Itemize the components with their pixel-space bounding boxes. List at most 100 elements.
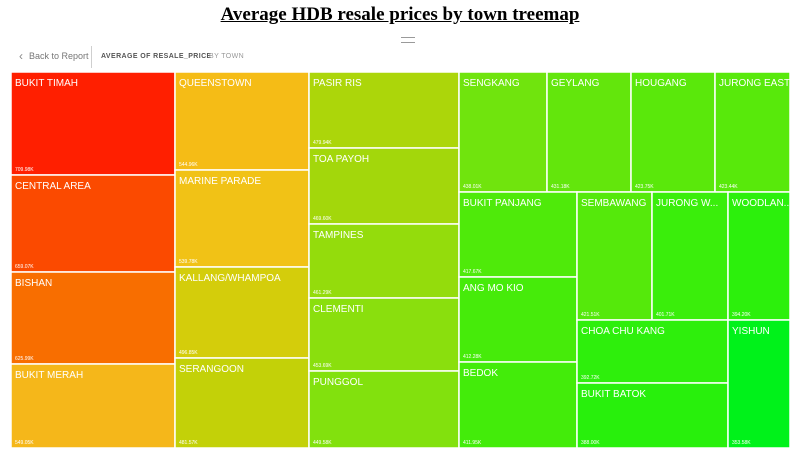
tile-label: HOUGANG bbox=[635, 78, 687, 89]
tile-punggol[interactable]: PUNGGOL 449.58K bbox=[308, 370, 460, 449]
tile-label: SENGKANG bbox=[463, 78, 520, 89]
tile-label: ANG MO KIO bbox=[463, 283, 524, 294]
tile-sengkang[interactable]: SENGKANG 438.01K bbox=[458, 71, 548, 193]
tile-rect[interactable] bbox=[308, 147, 460, 225]
tile-ang-mo-kio[interactable]: ANG MO KIO 412.28K bbox=[458, 276, 578, 363]
tile-value: 421.51K bbox=[581, 312, 600, 318]
back-to-report-button[interactable]: ‹ Back to Report bbox=[19, 48, 89, 63]
tile-jurong-west[interactable]: JURONG W... 401.71K bbox=[651, 191, 729, 321]
tile-rect[interactable] bbox=[10, 363, 176, 449]
tile-rect[interactable] bbox=[546, 71, 632, 193]
tile-kallang-whampoa[interactable]: KALLANG/WHAMPOA 496.85K bbox=[174, 266, 310, 359]
tile-value: 481.57K bbox=[179, 440, 198, 446]
tile-value: 549.05K bbox=[15, 440, 34, 446]
tile-value: 388.00K bbox=[581, 440, 600, 446]
tile-value: 496.85K bbox=[179, 350, 198, 356]
tile-value: 401.71K bbox=[656, 312, 675, 318]
tile-rect[interactable] bbox=[308, 297, 460, 372]
tile-pasir-ris[interactable]: PASIR RIS 479.94K bbox=[308, 71, 460, 149]
tile-label: JURONG W... bbox=[656, 198, 718, 209]
tile-rect[interactable] bbox=[651, 191, 729, 321]
tile-label: PASIR RIS bbox=[313, 78, 362, 89]
tile-rect[interactable] bbox=[308, 370, 460, 449]
tile-label: YISHUN bbox=[732, 326, 770, 337]
tile-choa-chu-kang[interactable]: CHOA CHU KANG 392.72K bbox=[576, 319, 729, 384]
tile-toa-payoh[interactable]: TOA PAYOH 469.60K bbox=[308, 147, 460, 225]
tile-label: JURONG EAST bbox=[719, 78, 790, 89]
tile-serangoon[interactable]: SERANGOON 481.57K bbox=[174, 357, 310, 449]
tile-rect[interactable] bbox=[727, 319, 791, 449]
tile-rect[interactable] bbox=[458, 361, 578, 449]
tile-label: BUKIT TIMAH bbox=[15, 78, 78, 89]
back-to-report-label: Back to Report bbox=[29, 51, 89, 61]
tile-jurong-east[interactable]: JURONG EAST 423.44K bbox=[714, 71, 791, 193]
tile-label: BEDOK bbox=[463, 368, 498, 379]
tile-woodlands[interactable]: WOODLAN... 394.20K bbox=[727, 191, 792, 321]
drag-handle-icon[interactable] bbox=[401, 37, 415, 43]
tile-value: 353.58K bbox=[732, 440, 751, 446]
chevron-left-icon: ‹ bbox=[19, 48, 23, 63]
tile-value: 438.01K bbox=[463, 184, 482, 190]
tile-sembawang[interactable]: SEMBAWANG 421.51K bbox=[576, 191, 653, 321]
tile-queenstown[interactable]: QUEENSTOWN 544.96K bbox=[174, 71, 310, 171]
tile-rect[interactable] bbox=[576, 191, 653, 321]
tile-rect[interactable] bbox=[576, 319, 729, 384]
tile-value: 659.07K bbox=[15, 264, 34, 270]
tile-value: 412.28K bbox=[463, 354, 482, 360]
tile-value: 453.69K bbox=[313, 363, 332, 369]
tile-hougang[interactable]: HOUGANG 423.75K bbox=[630, 71, 716, 193]
tile-rect[interactable] bbox=[174, 169, 310, 268]
tile-rect[interactable] bbox=[10, 71, 176, 176]
tile-value: 394.20K bbox=[732, 312, 751, 318]
tile-rect[interactable] bbox=[10, 174, 176, 273]
tile-label: TOA PAYOH bbox=[313, 154, 369, 165]
tile-geylang[interactable]: GEYLANG 431.18K bbox=[546, 71, 632, 193]
tile-value: 449.58K bbox=[313, 440, 332, 446]
tile-label: CLEMENTI bbox=[313, 304, 364, 315]
tile-tampines[interactable]: TAMPINES 461.29K bbox=[308, 223, 460, 299]
tile-value: 544.96K bbox=[179, 162, 198, 168]
tile-bukit-panjang[interactable]: BUKIT PANJANG 417.67K bbox=[458, 191, 578, 278]
visual-toolbar: ‹ Back to Report AVERAGE OF RESALE_PRICE… bbox=[9, 44, 792, 72]
tile-bukit-batok[interactable]: BUKIT BATOK 388.00K bbox=[576, 382, 729, 449]
tile-rect[interactable] bbox=[174, 71, 310, 171]
tile-yishun[interactable]: YISHUN 353.58K bbox=[727, 319, 791, 449]
tile-rect[interactable] bbox=[10, 271, 176, 365]
tile-marine-parade[interactable]: MARINE PARADE 539.78K bbox=[174, 169, 310, 268]
tile-value: 417.67K bbox=[463, 269, 482, 275]
tile-rect[interactable] bbox=[458, 71, 548, 193]
tile-bedok[interactable]: BEDOK 411.95K bbox=[458, 361, 578, 449]
tile-label: BUKIT BATOK bbox=[581, 389, 646, 400]
tile-rect[interactable] bbox=[174, 357, 310, 449]
tile-rect[interactable] bbox=[727, 191, 791, 321]
tile-value: 625.99K bbox=[15, 356, 34, 362]
toolbar-divider bbox=[91, 46, 92, 68]
tile-rect[interactable] bbox=[576, 382, 729, 449]
tile-bukit-timah[interactable]: BUKIT TIMAH 709.98K bbox=[10, 71, 176, 176]
tile-central-area[interactable]: CENTRAL AREA 659.07K bbox=[10, 174, 176, 273]
tile-value: 423.75K bbox=[635, 184, 654, 190]
tile-label: MARINE PARADE bbox=[179, 176, 261, 187]
page-title: Average HDB resale prices by town treema… bbox=[220, 4, 580, 25]
tile-label: PUNGGOL bbox=[313, 377, 363, 388]
tile-value: 469.60K bbox=[313, 216, 332, 222]
tile-bishan[interactable]: BISHAN 625.99K bbox=[10, 271, 176, 365]
tile-label: BUKIT MERAH bbox=[15, 370, 83, 381]
tile-value: 479.94K bbox=[313, 140, 332, 146]
tile-value: 392.72K bbox=[581, 375, 600, 381]
measure-label: AVERAGE OF RESALE_PRICE bbox=[101, 53, 212, 60]
tile-value: 539.78K bbox=[179, 259, 198, 265]
tile-label: BUKIT PANJANG bbox=[463, 198, 542, 209]
tile-bukit-merah[interactable]: BUKIT MERAH 549.05K bbox=[10, 363, 176, 449]
tile-value: 709.98K bbox=[15, 167, 34, 173]
tile-rect[interactable] bbox=[714, 71, 791, 193]
tile-label: CENTRAL AREA bbox=[15, 181, 91, 192]
tile-label: WOODLAN... bbox=[732, 198, 792, 209]
tile-rect[interactable] bbox=[630, 71, 716, 193]
tile-label: TAMPINES bbox=[313, 230, 364, 241]
tile-clementi[interactable]: CLEMENTI 453.69K bbox=[308, 297, 460, 372]
tile-rect[interactable] bbox=[458, 191, 578, 278]
tile-value: 423.44K bbox=[719, 184, 738, 190]
tile-label: SEMBAWANG bbox=[581, 198, 647, 209]
tile-value: 431.18K bbox=[551, 184, 570, 190]
